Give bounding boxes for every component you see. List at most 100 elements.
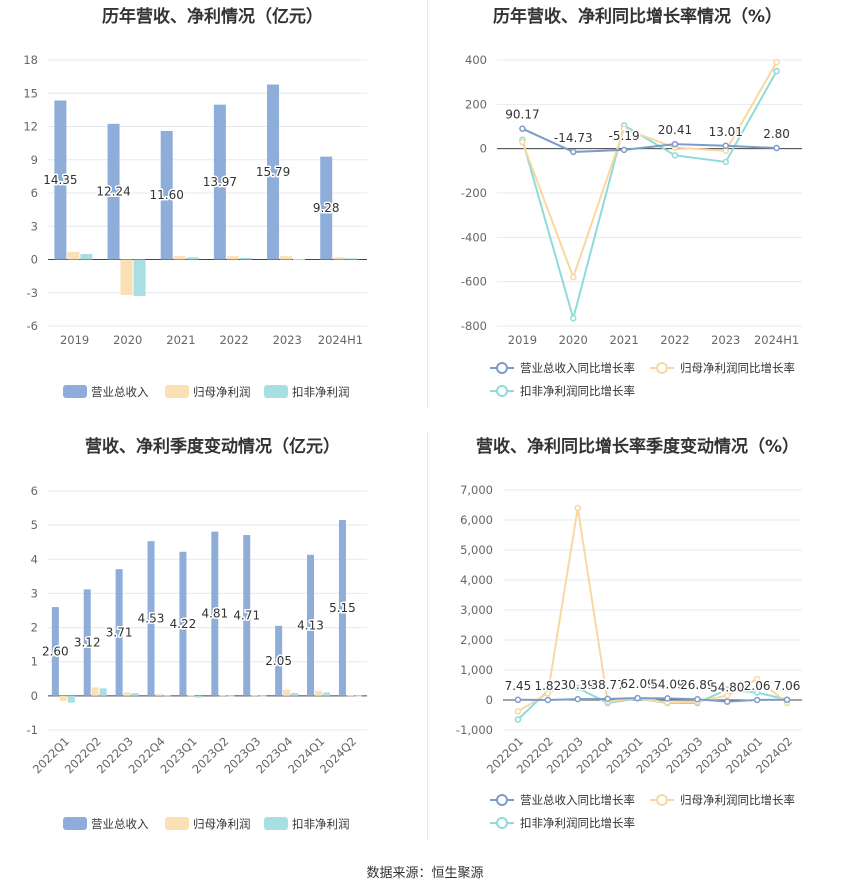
bar-net-profit [251, 695, 259, 697]
bar-data-label: 3.12 [74, 636, 101, 650]
line-data-label: 54.09 [650, 677, 684, 691]
series-point [722, 142, 729, 150]
bar-net-profit [333, 257, 346, 260]
bar-net-profit [226, 256, 239, 260]
annual-growth-chart: 400 200 0 -200 -400 -600 -800 90.17 -14.73 -5.19 2… [461, 53, 802, 398]
legend-swatch [264, 817, 288, 830]
series-point [574, 695, 581, 703]
line-data-label: -14.73 [554, 131, 593, 145]
legend-swatch-marker [496, 385, 508, 397]
legend-swatch [165, 817, 189, 830]
series-point [773, 67, 780, 75]
y-tick-label: 400 [465, 53, 487, 67]
series-point [574, 504, 581, 512]
bar-data-label: 11.60 [150, 188, 184, 202]
series-line-net-profit-growth [517, 507, 788, 713]
series-line-net-profit-growth [521, 61, 778, 281]
quarterly-revenue-profit-panel: 营收、净利季度变动情况（亿元） 6 5 4 3 2 1 0 -1 2.60 3.12 3.71 4.5… [0, 430, 425, 850]
x-tick-label: 2024H1 [318, 333, 363, 347]
series-point [773, 58, 780, 66]
x-tick-label: 2020 [113, 333, 142, 347]
bar-data-label: 4.71 [233, 608, 260, 622]
series-point [519, 138, 526, 146]
bar-revenue [107, 123, 120, 260]
x-tick-label: 2019 [60, 333, 89, 347]
annual-growth-panel: 历年营收、净利同比增长率情况（%） 400 200 0 -200 -400 -600 -80… [425, 0, 850, 420]
y-tick-label: 2 [31, 621, 38, 635]
legend-label: 归母净利润 [193, 817, 251, 831]
y-tick-label: -600 [461, 275, 487, 289]
y-tick-label: 12 [23, 120, 38, 134]
bar-revenue [54, 100, 67, 260]
y-tick-label: 15 [23, 86, 38, 100]
bar-deducted-profit [293, 258, 306, 260]
data-source-note: 数据来源：恒生聚源 [366, 866, 484, 881]
bar-deducted-profit [346, 258, 359, 260]
bar-data-label: 14.35 [43, 173, 77, 187]
series-point [620, 125, 628, 132]
bar-data-label: 2.05 [265, 654, 292, 668]
series-point [753, 675, 761, 683]
bar-net-profit [59, 695, 67, 701]
series-point [753, 696, 761, 704]
bar-net-profit [346, 695, 354, 697]
series-point [604, 695, 611, 703]
series-point [570, 314, 577, 322]
series-point [671, 140, 679, 148]
legend-label: 扣非净利润 [292, 817, 350, 831]
x-tick-label: 2019 [508, 333, 537, 347]
series-point [514, 708, 522, 715]
bar-data-label: 5.15 [329, 601, 356, 615]
y-tick-label: 6 [31, 186, 38, 200]
bar-deducted-profit [259, 695, 267, 697]
bar-net-profit [91, 687, 99, 696]
y-tick-label: 0 [480, 142, 487, 156]
series-point [634, 694, 641, 702]
series-point [620, 146, 628, 154]
legend-swatch-marker [656, 362, 668, 374]
y-tick-label: -200 [461, 186, 487, 200]
legend-label: 营业总收入 [91, 385, 149, 399]
bar-data-label: 12.24 [96, 185, 130, 199]
bar-deducted-profit [354, 695, 362, 697]
line-data-label: 54.80 [710, 681, 744, 695]
line-data-label: 26.89 [680, 678, 714, 692]
bar-data-label: 4.13 [297, 618, 324, 632]
line-data-label: 62.09 [620, 677, 654, 691]
line-data-label: 30.39 [561, 678, 595, 692]
y-tick-label: 6,000 [460, 513, 493, 527]
y-tick-label: -800 [461, 319, 487, 333]
legend-swatch-marker [496, 362, 508, 374]
series-point [671, 152, 679, 159]
y-tick-label: -400 [461, 230, 487, 244]
bar-data-label: 9.28 [313, 201, 340, 215]
series-point [574, 684, 581, 692]
x-tick-label: 2020 [559, 333, 588, 347]
series-point [724, 698, 731, 705]
bar-revenue [320, 156, 333, 260]
legend-swatch [63, 817, 87, 830]
y-tick-label: 0 [486, 693, 493, 707]
x-tick-label: 2021 [166, 333, 195, 347]
bar-data-label: 2.60 [42, 644, 69, 658]
bar-net-profit [283, 689, 291, 696]
bar-deducted-profit [99, 688, 107, 696]
series-point [722, 158, 729, 166]
series-point [753, 689, 761, 696]
bar-revenue [51, 607, 59, 696]
y-tick-label: -1,000 [456, 723, 493, 737]
y-tick-label: 1 [31, 655, 38, 669]
bar-net-profit [173, 256, 186, 260]
y-tick-label: -1 [27, 723, 38, 737]
bar-revenue [115, 569, 123, 696]
series-point [519, 125, 526, 132]
y-tick-label: 200 [465, 97, 487, 111]
bar-net-profit [123, 692, 131, 696]
legend-swatch-marker [656, 794, 668, 806]
bar-revenue [243, 535, 251, 696]
bar-revenue [267, 84, 280, 260]
y-tick-label: 5 [31, 518, 38, 532]
bar-deducted-profit [323, 692, 331, 696]
y-tick-label: 1,000 [460, 663, 493, 677]
bar-revenue [160, 130, 173, 260]
